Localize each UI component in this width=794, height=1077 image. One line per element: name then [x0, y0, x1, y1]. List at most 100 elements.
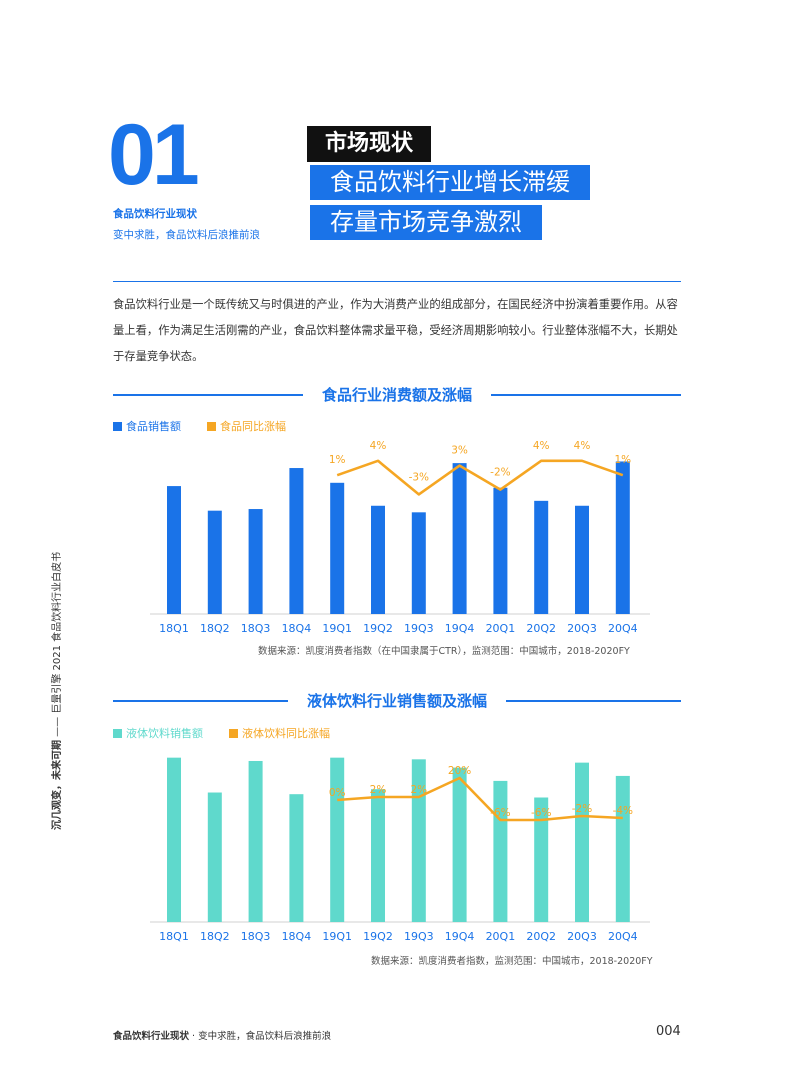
x-tick-label: 18Q3: [241, 930, 271, 943]
heading-line-right: [506, 700, 681, 702]
data-label: 4%: [574, 440, 591, 452]
x-tick-label: 20Q2: [526, 622, 556, 635]
x-tick-label: 18Q4: [282, 622, 312, 635]
x-tick-label: 18Q2: [200, 622, 230, 635]
section-number: 01: [108, 107, 200, 203]
bar: [371, 789, 385, 922]
bar: [248, 760, 263, 922]
side-caption-bold: 沉几观变，未来可期: [52, 740, 63, 830]
x-tick-label: 18Q1: [159, 930, 189, 943]
side-caption-rest: —— 巨量引擎 2021 食品饮料行业白皮书: [52, 551, 63, 737]
bar: [534, 797, 549, 922]
bar: [452, 767, 467, 922]
bar: [248, 509, 263, 614]
x-tick-label: 19Q1: [322, 622, 352, 635]
legend-label-line: 食品同比涨幅: [220, 420, 286, 433]
legend-label-bar: 食品销售额: [126, 420, 181, 433]
x-tick-label: 18Q1: [159, 622, 189, 635]
heading-line-left: [113, 394, 303, 396]
footer-subtitle: 变中求胜，食品饮料后浪推前浪: [198, 1031, 332, 1042]
growth-line: [336, 459, 624, 496]
chart2-title: 液体饮料行业销售额及涨幅: [306, 692, 487, 710]
chart1-svg: 18Q1 18Q2 18Q3 18Q4 19Q1 19Q2 19Q3 19Q4 20Q1 20Q2…: [150, 440, 650, 635]
legend-swatch-line: [229, 728, 238, 738]
bar: [452, 463, 467, 614]
chart2-legend: 液体饮料销售额 液体饮料同比涨幅: [113, 725, 330, 741]
bar: [207, 792, 222, 922]
data-label: 1%: [329, 454, 346, 466]
heading-line-right: [491, 394, 681, 396]
data-label: 1%: [614, 454, 631, 466]
chart1-source: 数据来源：凯度消费者指数（在中国隶属于CTR），监测范围：中国城市，2018-2…: [258, 646, 630, 657]
legend-label-line: 液体饮料同比涨幅: [242, 727, 330, 740]
heading-line-left: [113, 700, 288, 702]
growth-line: [337, 776, 623, 822]
data-label: -4%: [613, 805, 633, 817]
chart2-heading: 液体饮料行业销售额及涨幅: [113, 690, 681, 710]
x-tick-label: 20Q4: [608, 622, 638, 635]
bar: [575, 505, 589, 614]
intro-paragraph: 食品饮料行业是一个既传统又与时俱进的产业，作为大消费产业的组成部分，在国民经济中…: [113, 298, 678, 363]
data-label: 4%: [370, 440, 387, 452]
bar: [615, 461, 630, 614]
data-label: 3%: [451, 445, 468, 457]
bar: [289, 794, 304, 922]
bar: [575, 762, 589, 922]
badge-market-status: 市场现状: [307, 126, 432, 162]
x-tick-label: 18Q3: [241, 622, 271, 635]
x-tick-label: 20Q1: [486, 930, 516, 943]
chart1-title: 食品行业消费额及涨幅: [321, 386, 472, 404]
data-label: 4%: [533, 440, 550, 452]
headline-2: 存量市场竞争激烈: [310, 205, 542, 240]
chart1-legend: 食品销售额 食品同比涨幅: [113, 418, 286, 434]
x-tick-label: 18Q4: [282, 930, 312, 943]
data-label: -2%: [572, 803, 592, 815]
data-label: -6%: [531, 807, 551, 819]
bar: [207, 510, 222, 614]
x-tick-label: 19Q4: [445, 930, 475, 943]
x-tick-label: 19Q2: [363, 930, 393, 943]
divider: [113, 281, 681, 282]
x-tick-label: 20Q1: [486, 622, 516, 635]
x-tick-label: 19Q1: [322, 930, 352, 943]
footer-title: 食品饮料行业现状: [113, 1031, 190, 1042]
legend-swatch-bar: [113, 421, 122, 431]
chart1-heading: 食品行业消费额及涨幅: [113, 384, 681, 404]
footer: 食品饮料行业现状 · 变中求胜，食品饮料后浪推前浪: [113, 1031, 332, 1042]
bar: [411, 759, 426, 922]
chart2-source: 数据来源：凯度消费者指数，监测范围：中国城市，2018-2020FY: [371, 956, 653, 967]
x-tick-label: 19Q3: [404, 930, 434, 943]
x-tick-label: 18Q2: [200, 930, 230, 943]
bar: [167, 757, 181, 922]
bar: [411, 512, 426, 614]
bar: [330, 757, 345, 922]
bar: [330, 482, 345, 614]
data-label: 0%: [329, 787, 346, 799]
bar: [289, 468, 304, 614]
data-label: 2%: [370, 784, 387, 796]
bar: [534, 500, 549, 614]
bar: [167, 486, 181, 614]
x-tick-label: 20Q4: [608, 930, 638, 943]
bar: [371, 505, 385, 614]
x-tick-label: 19Q2: [363, 622, 393, 635]
side-caption: 沉几观变，未来可期 —— 巨量引擎 2021 食品饮料行业白皮书: [34, 500, 63, 830]
x-tick-label: 20Q3: [567, 930, 597, 943]
data-label: -3%: [409, 471, 429, 483]
bar: [493, 487, 508, 614]
data-label: -6%: [490, 807, 510, 819]
x-tick-label: 20Q2: [526, 930, 556, 943]
legend-label-bar: 液体饮料销售额: [126, 727, 203, 740]
bar: [493, 780, 508, 922]
page-number: 004: [656, 1024, 681, 1039]
data-label: -2%: [490, 467, 510, 479]
bar: [615, 775, 630, 922]
section-title: 食品饮料行业现状: [113, 208, 197, 220]
data-label: 2%: [410, 784, 427, 796]
legend-swatch-line: [207, 421, 216, 431]
x-tick-label: 20Q3: [567, 622, 597, 635]
chart2-svg: 18Q1 18Q2 18Q3 18Q4 19Q1 19Q2 19Q3 19Q4 20Q1 20Q2…: [150, 757, 650, 943]
legend-swatch-bar: [113, 728, 122, 738]
x-tick-label: 19Q4: [445, 622, 475, 635]
headline-1: 食品饮料行业增长滞缓: [310, 165, 590, 200]
